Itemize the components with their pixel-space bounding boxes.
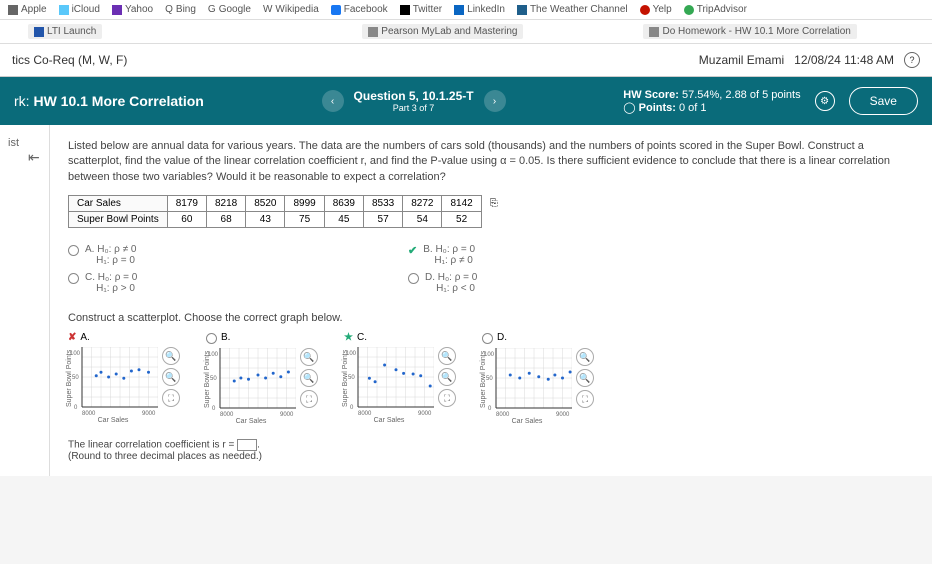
correct-star-icon: ★ — [344, 332, 353, 343]
bookmark-yahoo[interactable]: Yahoo — [112, 4, 153, 15]
table-row2-label: Super Bowl Points — [69, 212, 168, 228]
zoom-in-icon[interactable]: 🔍 — [438, 347, 456, 365]
svg-text:0: 0 — [350, 405, 354, 411]
svg-text:50: 50 — [72, 375, 79, 381]
bookmark-lti[interactable]: LTI Launch — [28, 24, 102, 39]
svg-text:9000: 9000 — [280, 412, 294, 418]
bookmark-icloud[interactable]: iCloud — [59, 4, 100, 15]
svg-text:9000: 9000 — [556, 412, 570, 418]
scatterplot-choices: ✘A. Super Bowl Points 100 50 0 8000 9000… — [68, 332, 914, 425]
hw-score: 57.54%, 2.88 of 5 points — [682, 89, 801, 101]
wrong-icon: ✘ — [68, 332, 76, 343]
bookmark-yelp[interactable]: Yelp — [640, 4, 672, 15]
question-text: Listed below are annual data for various… — [68, 139, 914, 185]
bookmark-wikipedia[interactable]: W Wikipedia — [263, 4, 319, 15]
course-name: tics Co-Req (M, W, F) — [12, 53, 127, 67]
prev-question-button[interactable]: ‹ — [322, 90, 344, 112]
copy-icon[interactable]: ⎘ — [481, 196, 506, 212]
zoom-out-icon[interactable]: 🔍 — [576, 369, 594, 387]
bookmark-apple[interactable]: Apple — [8, 4, 47, 15]
plot-choice-C[interactable]: ★C. Super Bowl Points 100 50 0 8000 9000… — [344, 332, 456, 425]
choice-b[interactable]: ✔ B. H₀: ρ = 0 H₁: ρ ≠ 0 — [408, 244, 708, 266]
homework-bar: rk: HW 10.1 More Correlation ‹ Question … — [0, 77, 932, 125]
expand-icon[interactable]: ⛶ — [438, 389, 456, 407]
expand-icon[interactable]: ⛶ — [300, 390, 318, 408]
r-input[interactable] — [237, 439, 257, 451]
save-button[interactable]: Save — [849, 87, 918, 115]
plot-choice-D[interactable]: D. Super Bowl Points 100 50 0 8000 9000 … — [482, 332, 594, 425]
construct-label: Construct a scatterplot. Choose the corr… — [68, 312, 914, 324]
question-number: Question 5, 10.1.25-T — [354, 89, 474, 103]
plot-choice-A[interactable]: ✘A. Super Bowl Points 100 50 0 8000 9000… — [68, 332, 180, 425]
expand-icon[interactable]: ⛶ — [162, 389, 180, 407]
svg-text:8000: 8000 — [358, 411, 372, 417]
svg-text:9000: 9000 — [142, 411, 156, 417]
zoom-out-icon[interactable]: 🔍 — [300, 369, 318, 387]
sidebar: ist ⇤ — [0, 125, 50, 476]
data-table: Car Sales 817982188520899986398533827281… — [68, 195, 507, 228]
svg-text:8000: 8000 — [220, 412, 234, 418]
hypothesis-choices: A. H₀: ρ ≠ 0 H₁: ρ = 0 ✔ B. H₀: ρ = 0 H₁… — [68, 244, 708, 294]
bookmark-tripadvisor[interactable]: TripAdvisor — [684, 4, 747, 15]
hw-points: 0 of 1 — [679, 102, 707, 114]
bookmark-facebook[interactable]: Facebook — [331, 4, 388, 15]
zoom-out-icon[interactable]: 🔍 — [438, 368, 456, 386]
svg-text:9000: 9000 — [418, 411, 432, 417]
checkmark-icon: ✔ — [408, 244, 417, 266]
svg-text:8000: 8000 — [496, 412, 510, 418]
svg-text:0: 0 — [74, 405, 78, 411]
hw-title: rk: HW 10.1 More Correlation — [14, 93, 204, 109]
svg-text:0: 0 — [488, 406, 492, 412]
choice-d[interactable]: D. H₀: ρ = 0 H₁: ρ < 0 — [408, 272, 708, 294]
bookmarks-bar-1: Apple iCloud Yahoo Q Bing G Google W Wik… — [0, 0, 932, 20]
question-part: Part 3 of 7 — [354, 103, 474, 113]
svg-text:8000: 8000 — [82, 411, 96, 417]
correlation-input-line: The linear correlation coefficient is r … — [68, 439, 914, 462]
bookmark-weather[interactable]: The Weather Channel — [517, 4, 628, 15]
settings-icon[interactable]: ⚙ — [815, 91, 835, 111]
zoom-in-icon[interactable]: 🔍 — [576, 348, 594, 366]
table-row1-label: Car Sales — [69, 196, 168, 212]
bookmark-pearson[interactable]: Pearson MyLab and Mastering — [362, 24, 523, 39]
bookmark-google[interactable]: G Google — [208, 4, 251, 15]
next-question-button[interactable]: › — [484, 90, 506, 112]
course-header: tics Co-Req (M, W, F) Muzamil Emami 12/0… — [0, 44, 932, 77]
choice-a[interactable]: A. H₀: ρ ≠ 0 H₁: ρ = 0 — [68, 244, 368, 266]
bookmark-twitter[interactable]: Twitter — [400, 4, 442, 15]
svg-text:0: 0 — [212, 406, 216, 412]
user-name: Muzamil Emami — [699, 53, 784, 67]
datetime: 12/08/24 11:48 AM — [794, 53, 894, 67]
zoom-in-icon[interactable]: 🔍 — [162, 347, 180, 365]
bookmark-linkedin[interactable]: LinkedIn — [454, 4, 505, 15]
bookmark-bing[interactable]: Q Bing — [165, 4, 196, 15]
svg-text:50: 50 — [486, 376, 493, 382]
svg-text:50: 50 — [210, 376, 217, 382]
sidebar-label: ist — [8, 137, 19, 149]
zoom-out-icon[interactable]: 🔍 — [162, 368, 180, 386]
plot-choice-B[interactable]: B. Super Bowl Points 100 50 0 8000 9000 … — [206, 332, 318, 425]
bookmark-homework[interactable]: Do Homework - HW 10.1 More Correlation — [643, 24, 856, 39]
help-icon[interactable]: ? — [904, 52, 920, 68]
svg-text:50: 50 — [348, 375, 355, 381]
expand-icon[interactable]: ⛶ — [576, 390, 594, 408]
collapse-icon[interactable]: ⇤ — [28, 149, 40, 165]
bookmarks-bar-2: LTI Launch Pearson MyLab and Mastering D… — [0, 20, 932, 44]
choice-c[interactable]: C. H₀: ρ = 0 H₁: ρ > 0 — [68, 272, 368, 294]
zoom-in-icon[interactable]: 🔍 — [300, 348, 318, 366]
